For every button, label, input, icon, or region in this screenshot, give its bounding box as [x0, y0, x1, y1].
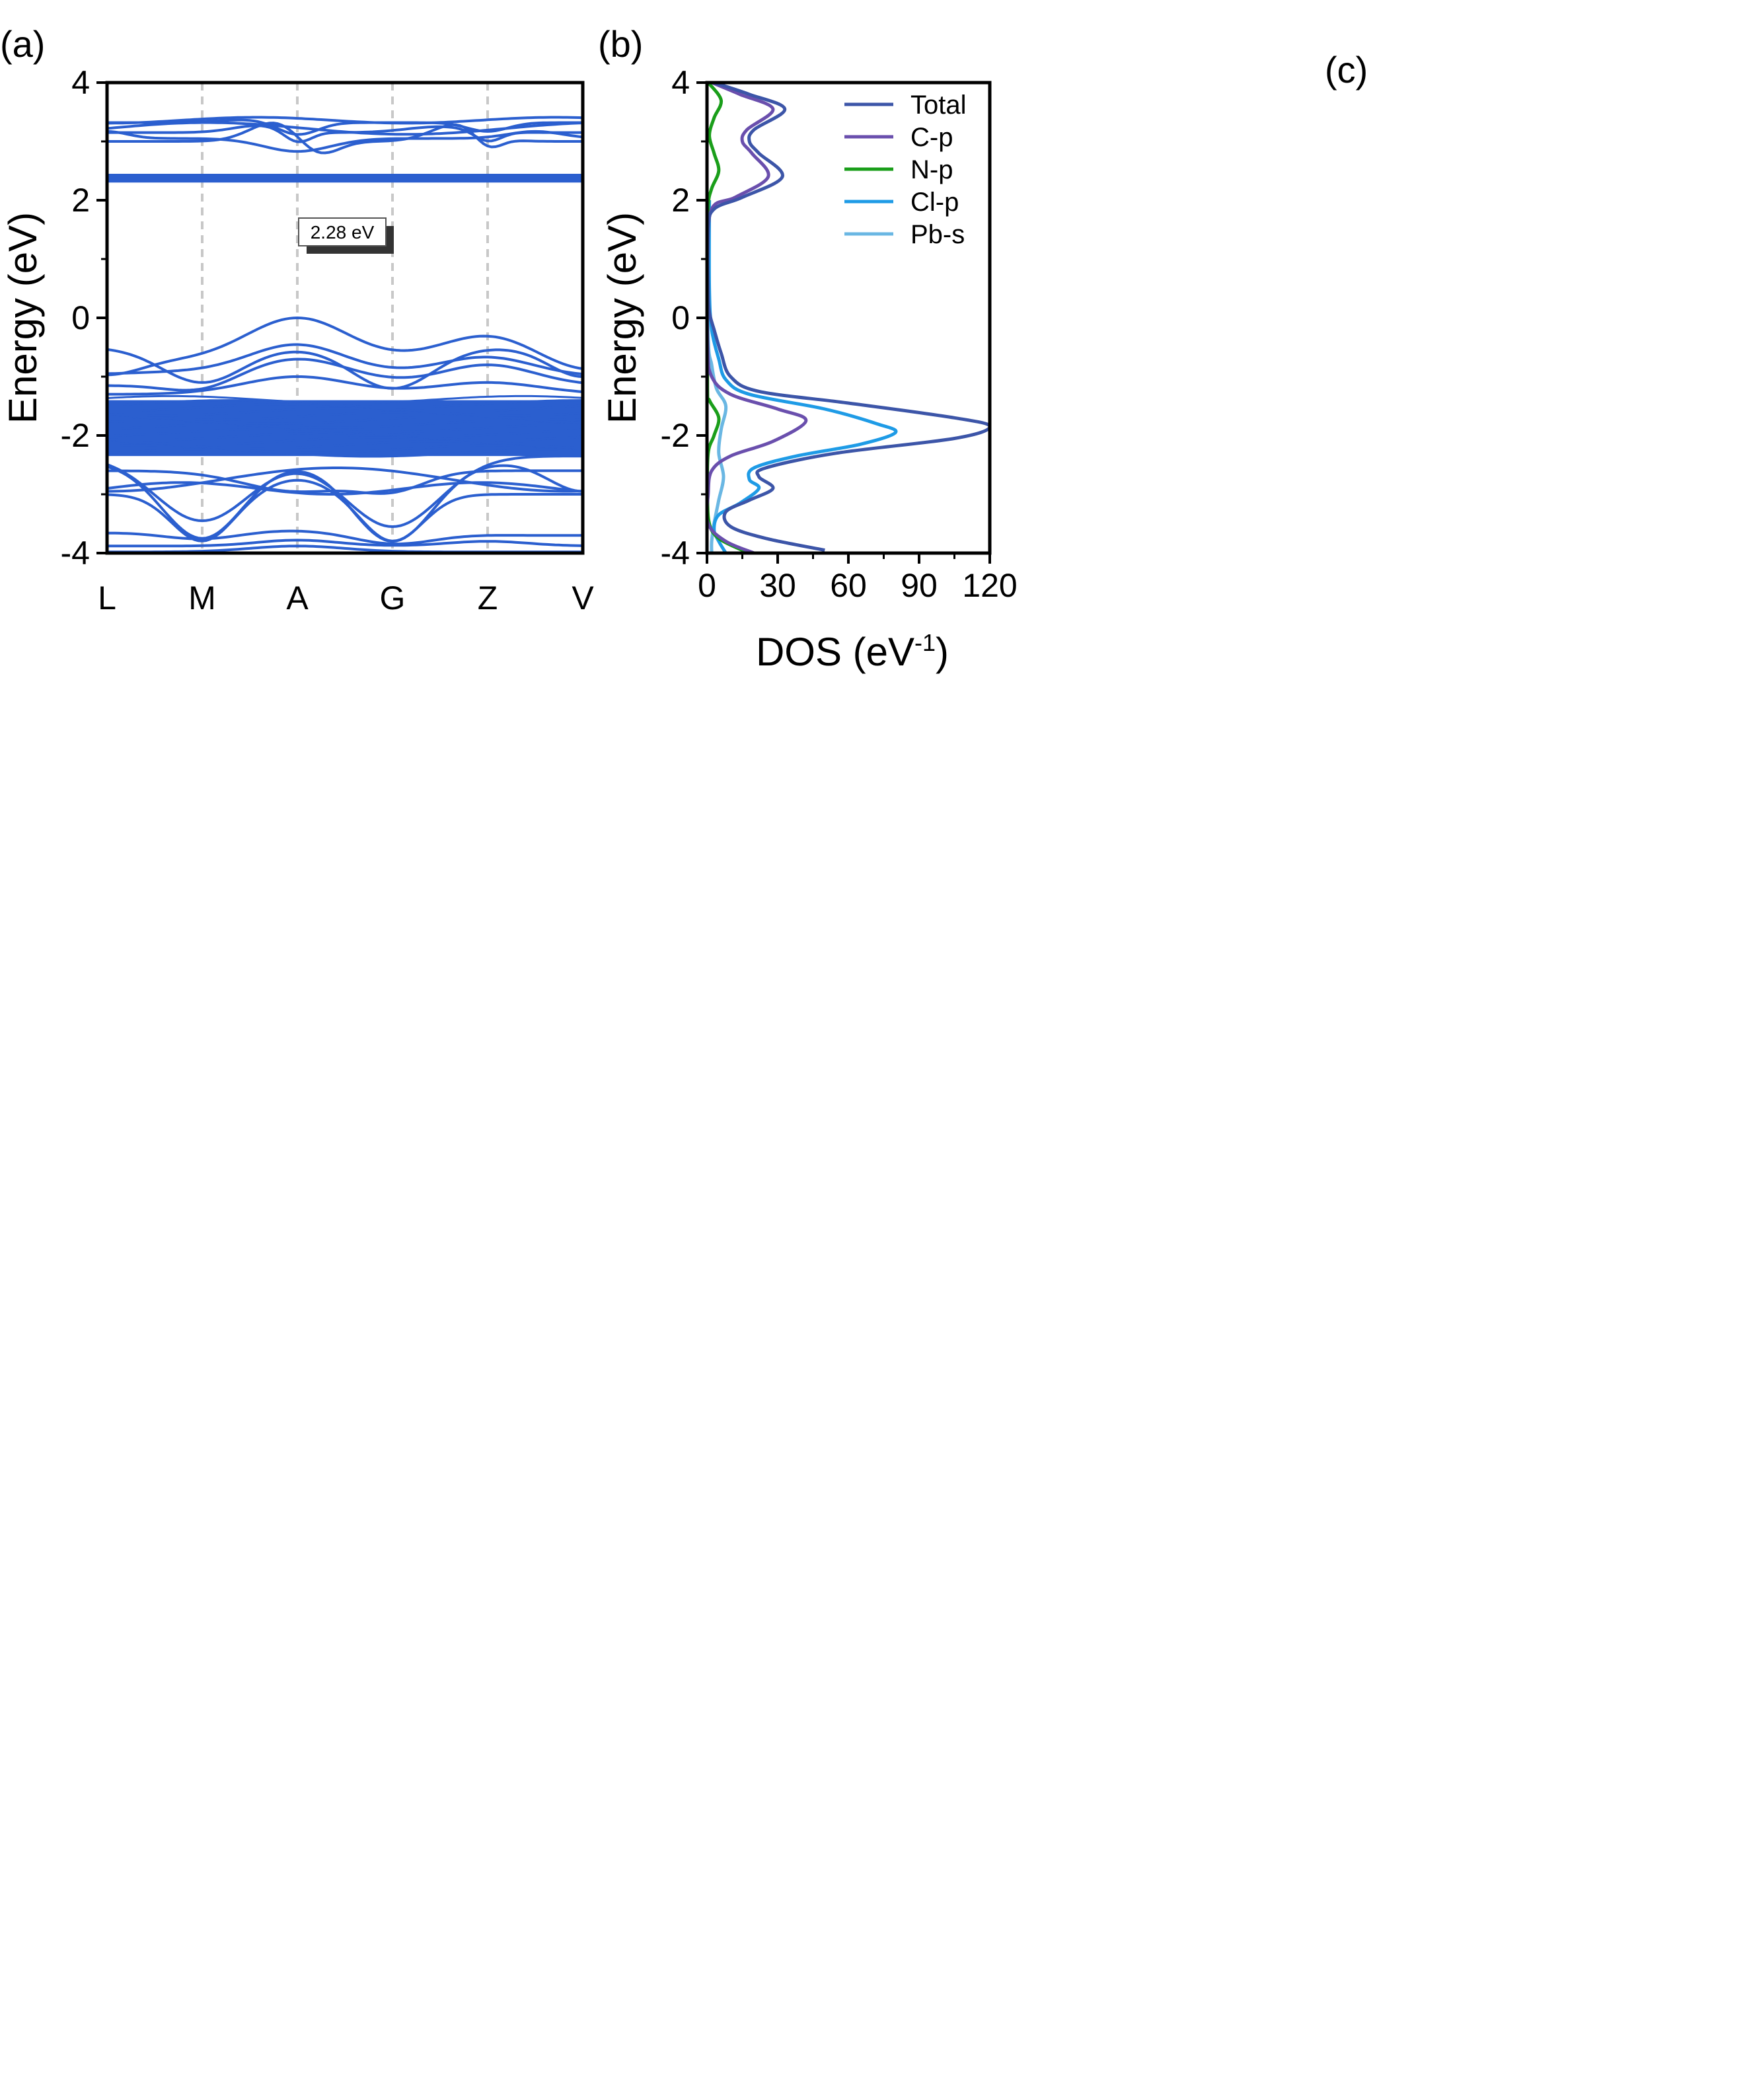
- x-tick-label-b: 0: [698, 567, 716, 604]
- panel-label-a: (a): [0, 23, 45, 65]
- band-line: [106, 394, 583, 404]
- band-line: [106, 448, 583, 458]
- x-tick-label-b: 90: [901, 567, 938, 604]
- band-line: [107, 539, 583, 548]
- dos-curve-cl-p: [707, 200, 898, 553]
- band-line: [106, 481, 583, 496]
- x-tick-label-b: 30: [759, 567, 796, 604]
- band-line: [106, 464, 583, 543]
- x-ticks-b: 0 30 60 90 120: [698, 553, 1018, 604]
- x-axis-title-end: ): [936, 630, 949, 674]
- y-tick-label-a: 4: [71, 64, 90, 101]
- y-tick-label-b: -4: [661, 535, 690, 572]
- k-point-label: V: [572, 580, 594, 617]
- band-line: [107, 529, 583, 546]
- legend-label: N-p: [910, 155, 953, 184]
- x-axis-title-main: DOS (eV: [756, 630, 914, 674]
- band-line: [106, 348, 583, 390]
- band-line: [107, 375, 583, 396]
- x-tick-label-b: 60: [830, 567, 867, 604]
- k-point-label: M: [188, 580, 216, 617]
- band-line: [106, 424, 583, 433]
- x-tick-label-b: 120: [962, 567, 1017, 604]
- band-line: [106, 130, 583, 153]
- band-line: [107, 116, 583, 125]
- y-ticks-a: -4 -2 0 2 4: [61, 64, 107, 572]
- legend-label: Pb-s: [910, 220, 965, 249]
- band-line: [106, 407, 583, 417]
- band-line: [106, 357, 583, 392]
- x-axis-title-b: DOS (eV-1): [756, 629, 949, 674]
- k-point-label: G: [380, 580, 406, 617]
- band-line: [106, 455, 583, 529]
- band-lines: [106, 116, 583, 554]
- y-tick-label-a: -4: [61, 535, 90, 572]
- band-line: [107, 122, 583, 155]
- band-gap-annotation: 2.28 eV: [298, 217, 394, 254]
- legend-label: Total: [910, 91, 967, 120]
- flat-conduction-block: [107, 173, 583, 183]
- band-line: [107, 467, 583, 493]
- k-point-label: L: [98, 580, 116, 617]
- y-ticks-b: -4 -2 0 2 4: [661, 64, 707, 572]
- y-tick-label-b: -2: [661, 417, 690, 454]
- legend-label: C-p: [910, 123, 953, 152]
- y-tick-label-a: -2: [61, 417, 90, 454]
- dos-curve-total: [707, 83, 990, 552]
- band-line: [106, 436, 583, 445]
- k-point-label: Z: [478, 580, 498, 617]
- y-axis-title-a: Energy (eV): [1, 212, 45, 424]
- panel-label-c: (c): [1325, 49, 1368, 91]
- band-line: [106, 121, 583, 136]
- band-line: [107, 469, 583, 495]
- k-point-label: A: [286, 580, 309, 617]
- y-tick-label-a: 0: [71, 299, 90, 336]
- y-tick-label-b: 4: [671, 64, 690, 101]
- y-tick-label-b: 2: [671, 182, 690, 219]
- legend: Total C-p N-p Cl-p Pb-s: [844, 91, 967, 249]
- dos-curves: [707, 83, 990, 553]
- annotation-box: [298, 217, 387, 246]
- y-tick-label-a: 2: [71, 182, 90, 219]
- band-line: [106, 420, 583, 429]
- plot-frame-b: [705, 81, 992, 555]
- band-line: [106, 411, 583, 421]
- band-line: [106, 343, 583, 376]
- band-structure-chart: -4 -2 0 2 4 L M A G Z V Energy (eV) 2.28 eV: [1, 64, 594, 617]
- panel-label-b: (b): [598, 23, 643, 65]
- band-line: [106, 431, 583, 441]
- band-gap-label: 2.28 eV: [311, 222, 375, 243]
- x-axis-title-sup: -1: [914, 629, 936, 656]
- dos-curve-n-p: [707, 83, 755, 553]
- y-axis-title-b: Energy (eV): [600, 212, 644, 424]
- band-line: [106, 399, 583, 408]
- dos-chart: -4 -2 0 2 4 0 30 60 90 120 Energy (eV) DOS (eV-1…: [600, 64, 1018, 674]
- legend-label: Cl-p: [910, 188, 959, 217]
- band-line: [106, 316, 583, 377]
- y-tick-label-b: 0: [671, 299, 690, 336]
